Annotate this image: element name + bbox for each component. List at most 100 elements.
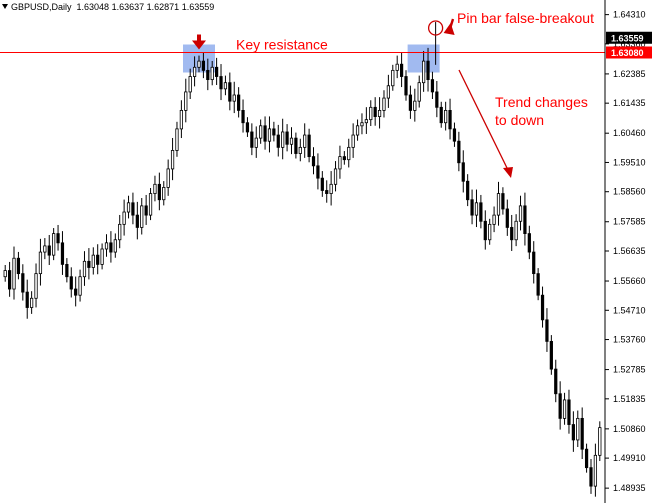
candle bbox=[197, 55, 201, 73]
candle-body bbox=[254, 137, 258, 148]
candle-body bbox=[311, 156, 316, 167]
candle bbox=[60, 231, 65, 275]
annotation-trend-line1: Trend changes bbox=[495, 94, 588, 110]
candle bbox=[228, 72, 232, 111]
candle bbox=[483, 210, 487, 250]
tick-label: 1.48935 bbox=[613, 483, 646, 493]
candle bbox=[179, 100, 183, 139]
candle-body bbox=[510, 227, 514, 241]
candle-body bbox=[391, 69, 395, 87]
candle-body bbox=[540, 294, 545, 321]
current-price-label: 1.63559 bbox=[611, 33, 644, 43]
candle-body bbox=[170, 150, 175, 170]
candle bbox=[175, 121, 179, 157]
candle bbox=[170, 137, 175, 181]
candle bbox=[505, 199, 509, 236]
tick-label: 1.54710 bbox=[613, 305, 646, 315]
candle-body bbox=[567, 399, 571, 425]
candle-body bbox=[461, 162, 465, 182]
candle bbox=[250, 123, 254, 156]
candle-body bbox=[598, 427, 602, 456]
candle bbox=[584, 443, 589, 473]
candle bbox=[135, 201, 139, 240]
candle bbox=[466, 174, 470, 207]
candle-body bbox=[276, 134, 280, 148]
candle bbox=[192, 56, 197, 87]
candle-body bbox=[7, 270, 12, 290]
candle bbox=[21, 264, 25, 301]
candle-body bbox=[219, 76, 223, 90]
candle-body bbox=[52, 233, 56, 256]
candle bbox=[395, 55, 399, 79]
candle-body bbox=[576, 417, 580, 441]
candle-body bbox=[448, 110, 452, 130]
candle bbox=[157, 172, 161, 211]
candle bbox=[241, 99, 245, 133]
candle bbox=[386, 74, 390, 108]
candle bbox=[576, 410, 580, 448]
candle bbox=[30, 291, 34, 314]
candle bbox=[126, 195, 131, 219]
candle-body bbox=[30, 297, 34, 308]
candle-body bbox=[96, 254, 100, 265]
resistance-price-box bbox=[606, 46, 652, 59]
pin-bar-circle bbox=[427, 20, 444, 36]
candle bbox=[109, 231, 113, 263]
candle bbox=[91, 247, 95, 275]
candle bbox=[3, 265, 7, 282]
candle bbox=[514, 214, 518, 247]
candle-body bbox=[452, 128, 457, 142]
candle-body bbox=[562, 399, 567, 419]
candle-body bbox=[329, 183, 333, 194]
candle bbox=[298, 138, 302, 162]
candle-body bbox=[126, 202, 131, 213]
candle-body bbox=[492, 214, 496, 225]
candle-body bbox=[342, 156, 346, 161]
ohlc-low: 1.62871 bbox=[146, 2, 180, 12]
candle bbox=[554, 359, 558, 403]
candle-body bbox=[338, 156, 342, 170]
ohlc-open: 1.63048 bbox=[76, 2, 110, 12]
candle bbox=[188, 68, 192, 99]
tick-label: 1.56635 bbox=[613, 246, 646, 256]
candle-body bbox=[245, 122, 250, 133]
candle-body bbox=[34, 273, 38, 299]
candle-body bbox=[426, 60, 430, 81]
candle bbox=[276, 124, 280, 157]
candle-body bbox=[364, 119, 368, 124]
candle-body bbox=[399, 63, 404, 77]
candle-body bbox=[351, 134, 355, 148]
candle bbox=[325, 180, 329, 203]
candle-body bbox=[554, 368, 558, 395]
candle-body bbox=[457, 140, 461, 164]
candle bbox=[43, 238, 47, 260]
candle bbox=[140, 198, 144, 235]
tick-label: 1.51835 bbox=[613, 394, 646, 404]
candle bbox=[320, 171, 324, 197]
candle bbox=[281, 118, 285, 160]
candle-body bbox=[408, 94, 413, 111]
candle bbox=[488, 218, 492, 245]
candle bbox=[56, 224, 60, 251]
candle-body bbox=[140, 205, 144, 228]
candle bbox=[104, 234, 109, 257]
tick-label: 1.58560 bbox=[613, 187, 646, 197]
candle bbox=[7, 261, 12, 297]
candle-body bbox=[545, 319, 549, 342]
ohlc-high: 1.63637 bbox=[111, 2, 145, 12]
candle bbox=[100, 243, 104, 270]
dropdown-triangle-icon[interactable] bbox=[2, 4, 8, 9]
candle-body bbox=[360, 122, 364, 127]
candle bbox=[122, 199, 126, 236]
candle-body bbox=[38, 251, 43, 275]
ohlc-close: 1.63559 bbox=[181, 2, 215, 12]
price-axis-ticks: 1.48935 1.49910 1.50860 1.51835 1.52785 1.537… bbox=[605, 10, 646, 493]
candle-body bbox=[382, 97, 386, 111]
candle bbox=[47, 234, 51, 265]
candle-body bbox=[91, 254, 95, 268]
candle-body bbox=[307, 134, 311, 158]
candle-body bbox=[444, 110, 448, 124]
candle bbox=[598, 421, 602, 462]
candle bbox=[404, 70, 408, 101]
